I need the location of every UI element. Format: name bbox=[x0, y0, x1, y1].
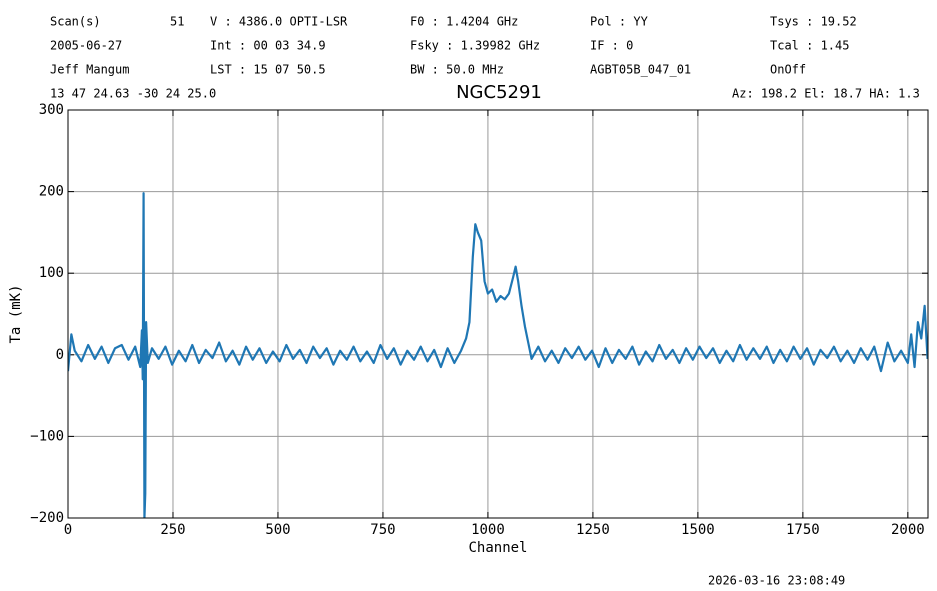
header-field: 13 47 24.63 -30 24 25.0 bbox=[50, 87, 216, 101]
x-tick-label: 1500 bbox=[681, 522, 715, 538]
header-field: BW : 50.0 MHz bbox=[410, 63, 504, 77]
header-field: F0 : 1.4204 GHz bbox=[410, 15, 518, 29]
chart-title: NGC5291 bbox=[456, 82, 542, 103]
spectrum-line bbox=[68, 192, 928, 518]
x-tick-label: 2000 bbox=[891, 522, 925, 538]
y-tick-label: 100 bbox=[39, 265, 64, 281]
y-tick-label: 200 bbox=[39, 184, 64, 200]
header-field: OnOff bbox=[770, 63, 806, 77]
header-field: IF : 0 bbox=[590, 39, 633, 53]
header-field: 51 bbox=[170, 15, 184, 29]
plot-frame bbox=[67, 109, 929, 519]
y-tick-label: 300 bbox=[39, 102, 64, 118]
header-field: V : 4386.0 OPTI-LSR bbox=[210, 15, 348, 29]
footer-timestamp: 2026-03-16 23:08:49 bbox=[708, 574, 845, 588]
x-tick-label: 500 bbox=[265, 522, 290, 538]
header-field: Pol : YY bbox=[590, 15, 649, 29]
y-tick-label: 0 bbox=[56, 347, 64, 363]
header-field: 2005-06-27 bbox=[50, 39, 122, 53]
x-axis-label: Channel bbox=[468, 540, 527, 556]
x-tick-label: 1750 bbox=[786, 522, 820, 538]
header-field: Scan(s) bbox=[50, 15, 101, 29]
y-tick-label: −200 bbox=[30, 510, 64, 526]
header-field: AGBT05B_047_01 bbox=[590, 63, 691, 77]
x-tick-label: 250 bbox=[160, 522, 185, 538]
y-axis-label: Ta (mK) bbox=[8, 284, 24, 343]
x-tick-label: 1250 bbox=[576, 522, 610, 538]
header-field: Int : 00 03 34.9 bbox=[210, 39, 326, 53]
header-field: Fsky : 1.39982 GHz bbox=[410, 39, 540, 53]
plot-area bbox=[68, 192, 928, 518]
x-tick-label: 0 bbox=[64, 522, 72, 538]
x-tick-label: 750 bbox=[370, 522, 395, 538]
header-field: Tsys : 19.52 bbox=[770, 15, 857, 29]
header-field: Az: 198.2 El: 18.7 HA: 1.3 bbox=[732, 87, 920, 101]
x-tick-label: 1000 bbox=[471, 522, 505, 538]
header-field: LST : 15 07 50.5 bbox=[210, 63, 326, 77]
header-field: Jeff Mangum bbox=[50, 63, 129, 77]
y-tick-label: −100 bbox=[30, 428, 64, 444]
header-field: Tcal : 1.45 bbox=[770, 39, 849, 53]
